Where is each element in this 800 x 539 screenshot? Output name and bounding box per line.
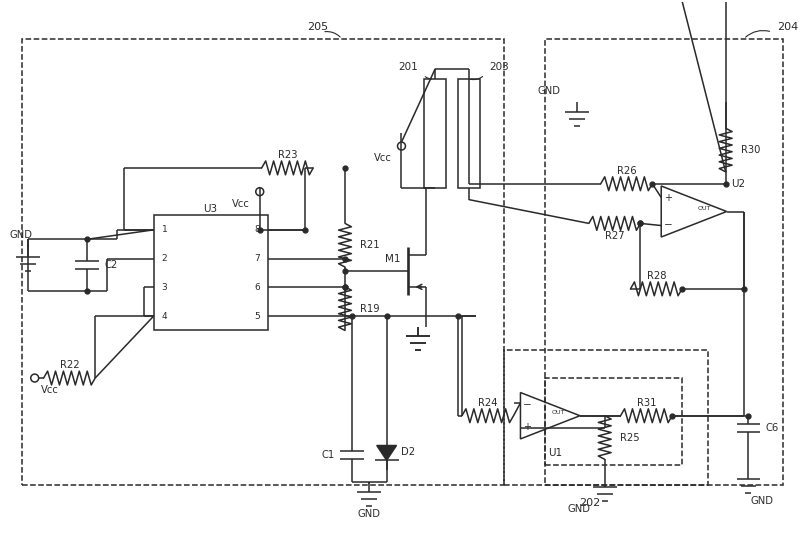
Text: U2: U2 bbox=[732, 179, 746, 189]
Bar bbox=[546, 378, 682, 465]
Text: R25: R25 bbox=[619, 432, 639, 443]
Text: 203: 203 bbox=[490, 62, 510, 72]
Text: Vcc: Vcc bbox=[232, 198, 250, 209]
Text: R31: R31 bbox=[637, 398, 656, 408]
Bar bbox=[458, 79, 480, 188]
Text: GND: GND bbox=[10, 230, 33, 240]
Text: OUT: OUT bbox=[551, 410, 565, 415]
Text: 2: 2 bbox=[162, 254, 167, 263]
Text: R23: R23 bbox=[278, 150, 298, 160]
Text: Vcc: Vcc bbox=[374, 153, 391, 163]
Text: R19: R19 bbox=[360, 303, 379, 314]
Text: U1: U1 bbox=[548, 448, 562, 458]
Text: C6: C6 bbox=[766, 423, 778, 433]
Text: 3: 3 bbox=[162, 283, 167, 292]
Text: U3: U3 bbox=[203, 204, 218, 213]
Text: R24: R24 bbox=[478, 398, 498, 408]
Bar bbox=[424, 79, 446, 188]
Bar bbox=[546, 39, 783, 485]
Bar bbox=[503, 350, 708, 485]
Text: 6: 6 bbox=[254, 283, 260, 292]
Text: 5: 5 bbox=[254, 312, 260, 321]
Text: GND: GND bbox=[567, 504, 590, 514]
Text: M1: M1 bbox=[385, 254, 401, 264]
Text: Vcc: Vcc bbox=[41, 385, 58, 395]
Text: GND: GND bbox=[538, 86, 560, 95]
Text: 4: 4 bbox=[162, 312, 167, 321]
Text: −: − bbox=[523, 400, 532, 410]
Text: −: − bbox=[664, 220, 673, 230]
Polygon shape bbox=[377, 445, 397, 460]
Bar bbox=[22, 39, 503, 485]
Text: C1: C1 bbox=[322, 451, 335, 460]
Text: 205: 205 bbox=[307, 22, 329, 32]
Text: 201: 201 bbox=[398, 62, 418, 72]
Text: 7: 7 bbox=[254, 254, 260, 263]
Text: 202: 202 bbox=[579, 498, 601, 508]
Text: 1: 1 bbox=[162, 225, 167, 234]
Text: R21: R21 bbox=[360, 240, 379, 250]
Text: R22: R22 bbox=[59, 360, 79, 370]
Text: R28: R28 bbox=[646, 271, 666, 281]
Text: R30: R30 bbox=[741, 145, 760, 155]
Text: OUT: OUT bbox=[697, 206, 710, 211]
Text: +: + bbox=[523, 421, 531, 432]
Text: GND: GND bbox=[750, 496, 774, 506]
Text: 8: 8 bbox=[254, 225, 260, 234]
Text: D2: D2 bbox=[402, 447, 416, 458]
Text: GND: GND bbox=[358, 509, 380, 519]
Text: C2: C2 bbox=[104, 260, 118, 270]
Bar bbox=[154, 216, 268, 330]
Text: R26: R26 bbox=[617, 166, 636, 176]
Text: 204: 204 bbox=[778, 22, 798, 32]
Text: R27: R27 bbox=[605, 231, 625, 241]
Text: +: + bbox=[664, 192, 672, 203]
